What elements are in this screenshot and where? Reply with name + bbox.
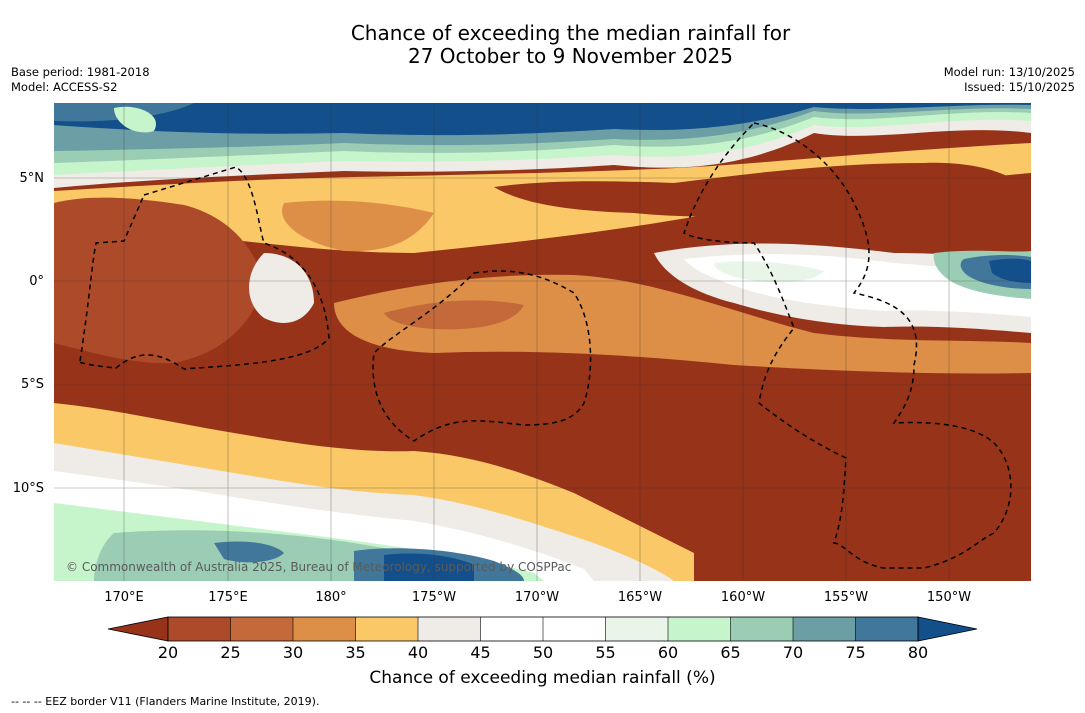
west-brown-patch [54, 197, 264, 364]
colorbar-tick-70: 70 [782, 643, 804, 662]
colorbar-swatch-25-30 [230, 617, 293, 641]
colorbar-tick-55: 55 [595, 643, 616, 662]
colorbar-dividers [230, 617, 856, 641]
east-pale-green [714, 261, 824, 283]
colorbar-label: Chance of exceeding median rainfall (%) [369, 668, 716, 688]
lon-label-155w: 155°W [823, 590, 869, 605]
lon-label-180: 180° [315, 590, 347, 605]
colorbar-tick-30: 30 [282, 643, 304, 662]
colorbar-frame [167, 616, 919, 642]
title-line-2: 27 October to 9 November 2025 [407, 44, 734, 68]
colorbar-swatch-50-55 [543, 617, 606, 641]
meta-right: Model run: 13/10/2025 Issued: 15/10/2025 [944, 65, 1075, 95]
colorbar-swatch-45-50 [480, 617, 543, 641]
colorbar-tick-75: 75 [845, 643, 866, 662]
white-patch-1 [249, 253, 314, 323]
rainfall-map: © Commonwealth of Australia 2025, Bureau… [54, 103, 1031, 581]
title-line-1: Chance of exceeding the median rainfall … [350, 21, 791, 45]
colorbar-swatch-55-60 [605, 617, 668, 641]
colorbar-swatch-65-70 [730, 617, 793, 641]
colorbar-swatch-35-40 [355, 617, 418, 641]
base-period: Base period: 1981-2018 [11, 65, 150, 79]
colorbar-tick-65: 65 [720, 643, 741, 662]
graticule [54, 103, 1031, 581]
colorbar-tick-50: 50 [532, 643, 554, 662]
upper-orange-patch [282, 200, 434, 252]
colorbar-low-arrow [107, 616, 169, 642]
colorbar-swatch-70-75 [793, 617, 856, 641]
east-dark-blue-patch [989, 258, 1031, 283]
colorbar-tick-20: 20 [157, 643, 179, 662]
copyright-text: © Commonwealth of Australia 2025, Bureau… [66, 560, 571, 574]
lon-label-150w: 150°W [926, 590, 972, 605]
lon-label-170e: 170°E [104, 590, 144, 605]
colorbar-swatch-20-25 [168, 617, 231, 641]
lat-label-5s: 5°S [20, 377, 44, 392]
colorbar-tick-80: 80 [907, 643, 929, 662]
lon-label-170w: 170°W [514, 590, 560, 605]
lon-label-175e: 175°E [208, 590, 248, 605]
south-dark-blue-patch [384, 553, 474, 581]
central-rust-patch [384, 300, 524, 330]
lon-label-165w: 165°W [617, 590, 663, 605]
lat-label-5n: 5°N [19, 171, 45, 186]
colorbar-swatch-60-65 [668, 617, 731, 641]
colorbar-high-arrow [917, 616, 978, 642]
colorbar-swatch-75-80 [855, 617, 918, 641]
lon-label-160w: 160°W [720, 590, 766, 605]
nw-green-patch [114, 106, 156, 133]
issued-date: Issued: 15/10/2025 [964, 80, 1075, 94]
eez-borders [77, 122, 1012, 569]
colorbar-tick-60: 60 [657, 643, 679, 662]
map-title: Chance of exceeding the median rainfall … [0, 22, 1085, 68]
eez-legend: -- -- -- EEZ border V11 (Flanders Marine… [11, 695, 320, 708]
colorbar-tick-40: 40 [407, 643, 429, 662]
model-run: Model run: 13/10/2025 [943, 65, 1075, 79]
central-orange-band [334, 274, 1031, 374]
lon-label-175w: 175°W [411, 590, 457, 605]
meta-left: Base period: 1981-2018 Model: ACCESS-S2 [11, 65, 150, 95]
map-graphic: © Commonwealth of Australia 2025, Bureau… [54, 103, 1031, 581]
colorbar-tick-45: 45 [470, 643, 491, 662]
band-north-dark-blue [54, 103, 1031, 136]
south-blue-patch-2 [214, 541, 284, 563]
colorbar-tick-35: 35 [345, 643, 366, 662]
colorbar-swatch-40-45 [418, 617, 481, 641]
lat-label-10s: 10°S [12, 481, 44, 496]
model-name: Model: ACCESS-S2 [11, 80, 118, 94]
colorbar-swatch-30-35 [293, 617, 356, 641]
colorbar-tick-25: 25 [220, 643, 241, 662]
lat-label-0: 0° [29, 274, 44, 289]
